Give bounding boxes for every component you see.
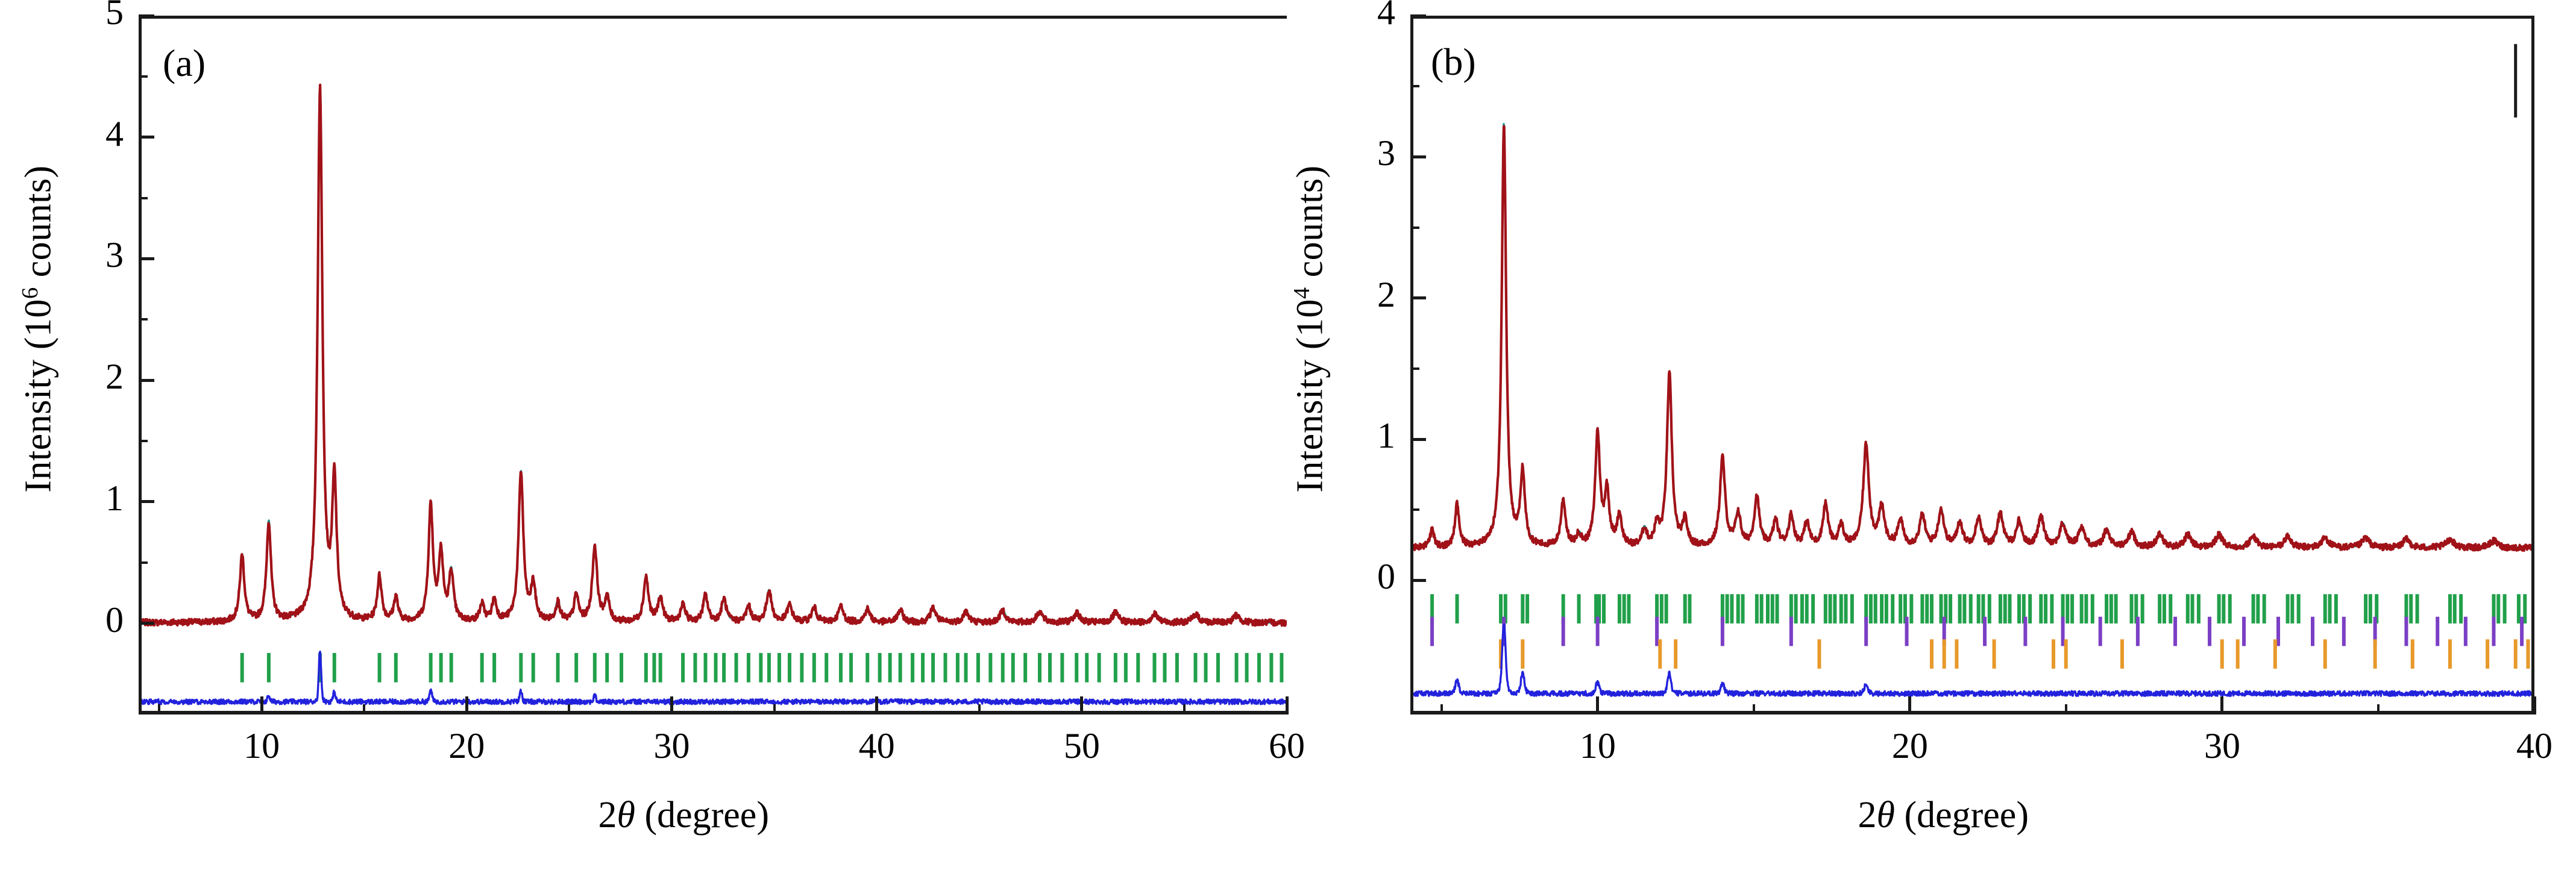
- x-tick-mark: [2533, 696, 2536, 714]
- x-tick-label: 30: [653, 726, 690, 766]
- y-tick-mark: [139, 136, 154, 139]
- x-tick-minor: [978, 704, 981, 714]
- x-tick-label: 40: [858, 726, 895, 766]
- x-axis-label-a: 2θ (degree): [598, 794, 769, 837]
- x-tick-label: 20: [448, 726, 485, 766]
- plot-area-b: [1410, 16, 2534, 714]
- y-tick-mark: [1410, 578, 1426, 582]
- x-tick-minor: [158, 704, 161, 714]
- x-tick-minor: [1752, 704, 1755, 714]
- y-tick-minor: [139, 196, 148, 199]
- y-tick-mark: [139, 257, 154, 260]
- bragg-row-phase-3: [1499, 639, 2530, 669]
- y-tick-minor: [1410, 85, 1419, 88]
- x-axis-label-a-pre: 2: [598, 795, 617, 836]
- x-tick-mark: [2220, 696, 2224, 714]
- bragg-row-phase-1: [240, 652, 1284, 683]
- y-tick-mark: [139, 622, 154, 625]
- y-tick-minor: [139, 561, 148, 564]
- y-tick-minor: [139, 318, 148, 321]
- diffraction-plot-b: [1413, 44, 2531, 697]
- y-axis-label-b-prefix: Intensity (10: [1289, 299, 1331, 493]
- bragg-row-phase-2: [1430, 616, 2524, 646]
- x-tick-label: 50: [1063, 726, 1100, 766]
- y-tick-label: 5: [105, 0, 124, 32]
- y-tick-label: 4: [105, 113, 124, 154]
- y-tick-label: 3: [105, 235, 124, 275]
- y-axis-label-a-exponent: 6: [17, 287, 43, 299]
- x-tick-mark: [260, 696, 263, 714]
- x-axis-label-b: 2θ (degree): [1858, 794, 2029, 837]
- x-axis-label-b-pre: 2: [1858, 795, 1877, 836]
- x-tick-minor: [1183, 704, 1186, 714]
- y-tick-minor: [1410, 367, 1419, 370]
- x-tick-minor: [1440, 704, 1443, 714]
- x-tick-mark: [465, 696, 468, 714]
- panel-tag-a: (a): [163, 42, 206, 84]
- x-tick-minor: [2064, 704, 2067, 714]
- y-tick-minor: [1410, 226, 1419, 229]
- y-axis-label-a-suffix: counts): [17, 165, 59, 287]
- y-axis-label-a-prefix: Intensity (10: [17, 299, 59, 493]
- y-tick-label: 2: [1377, 274, 1395, 314]
- y-tick-label: 1: [105, 478, 124, 518]
- y-tick-mark: [1410, 296, 1426, 300]
- diffraction-plot-a: [142, 83, 1287, 705]
- x-axis-label-b-post: (degree): [1904, 795, 2029, 836]
- y-tick-minor: [139, 75, 148, 78]
- y-tick-label: 3: [1377, 133, 1395, 174]
- plot-canvas-b: [1413, 19, 2531, 711]
- y-tick-mark: [139, 378, 154, 382]
- x-tick-minor: [773, 704, 776, 714]
- y-axis-label-b-suffix: counts): [1289, 165, 1331, 287]
- y-axis-label-b-exponent: 4: [1289, 287, 1315, 299]
- y-tick-minor: [1410, 508, 1419, 511]
- x-tick-mark: [875, 696, 879, 714]
- x-tick-label: 10: [243, 726, 280, 766]
- y-tick-mark: [1410, 155, 1426, 158]
- y-tick-label: 2: [105, 357, 124, 397]
- x-tick-mark: [1080, 696, 1084, 714]
- y-tick-label: 0: [1377, 557, 1395, 597]
- x-tick-mark: [1285, 696, 1289, 714]
- y-tick-mark: [139, 14, 154, 17]
- y-tick-label: 4: [1377, 0, 1395, 32]
- x-tick-minor: [2377, 704, 2380, 714]
- panel-tag-b: (b): [1431, 40, 1476, 83]
- x-tick-minor: [568, 704, 571, 714]
- x-tick-label: 30: [2204, 726, 2240, 766]
- x-tick-label: 40: [2516, 726, 2552, 766]
- y-axis-label-b: Intensity (104 counts): [1281, 82, 1331, 576]
- x-tick-mark: [670, 696, 673, 714]
- plot-area-a: [139, 16, 1287, 714]
- y-tick-label: 1: [1377, 416, 1395, 456]
- y-tick-mark: [1410, 437, 1426, 441]
- theta-symbol-a: θ: [617, 795, 635, 836]
- theta-symbol-b: θ: [1876, 795, 1895, 836]
- x-axis-label-a-post: (degree): [644, 795, 769, 836]
- y-tick-mark: [139, 500, 154, 504]
- y-tick-label: 0: [105, 599, 124, 640]
- x-tick-minor: [363, 704, 366, 714]
- x-tick-label: 60: [1269, 726, 1305, 766]
- x-tick-mark: [1596, 696, 1600, 714]
- x-tick-mark: [1908, 696, 1912, 714]
- y-axis-label-a: Intensity (106 counts): [9, 82, 59, 576]
- x-tick-label: 20: [1891, 726, 1928, 766]
- plot-canvas-a: [142, 19, 1287, 711]
- y-tick-minor: [139, 440, 148, 443]
- panel-a: Intensity (106 counts) (a) 0 1 2 3 4 5 10 20 30…: [9, 0, 1305, 837]
- x-tick-label: 10: [1579, 726, 1616, 766]
- y-tick-mark: [1410, 14, 1426, 17]
